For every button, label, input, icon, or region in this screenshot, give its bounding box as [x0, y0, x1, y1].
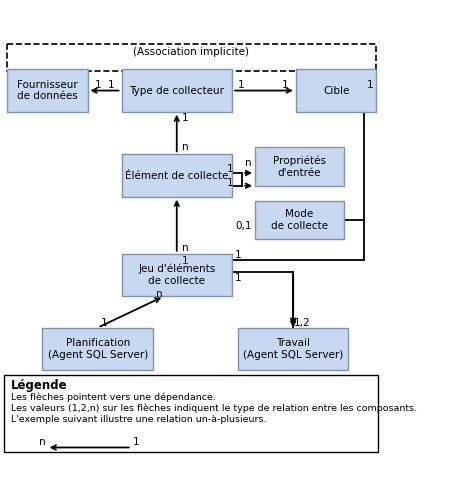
Text: Propriétés
d'entrée: Propriétés d'entrée	[273, 156, 326, 177]
Text: n: n	[156, 289, 162, 299]
Text: Les valeurs (1,2,n) sur les flèches indiquent le type de relation entre les comp: Les valeurs (1,2,n) sur les flèches indi…	[11, 404, 417, 413]
FancyBboxPatch shape	[238, 328, 349, 370]
FancyBboxPatch shape	[7, 70, 87, 112]
Text: (Association implicite): (Association implicite)	[133, 47, 249, 57]
Text: 0,1: 0,1	[235, 221, 252, 231]
Text: 1: 1	[366, 79, 373, 90]
Text: 1: 1	[235, 273, 241, 283]
Text: Travail
(Agent SQL Server): Travail (Agent SQL Server)	[243, 338, 343, 360]
FancyBboxPatch shape	[4, 375, 378, 452]
Text: Type de collecteur: Type de collecteur	[129, 86, 224, 96]
Text: 1: 1	[238, 79, 244, 90]
FancyBboxPatch shape	[255, 201, 344, 239]
Text: 1: 1	[101, 318, 107, 328]
Text: 1,2: 1,2	[293, 317, 310, 327]
Text: Élément de collecte: Élément de collecte	[125, 171, 229, 180]
Text: n: n	[182, 142, 189, 152]
Text: n: n	[39, 436, 46, 447]
Text: 1: 1	[94, 79, 101, 90]
FancyBboxPatch shape	[296, 70, 377, 112]
Text: 1: 1	[133, 436, 139, 447]
FancyBboxPatch shape	[42, 328, 153, 370]
Text: 1: 1	[182, 256, 189, 266]
Text: Les flèches pointent vers une dépendance.: Les flèches pointent vers une dépendance…	[11, 392, 216, 402]
Text: n: n	[245, 158, 252, 168]
Text: n: n	[182, 243, 189, 253]
Text: Légende: Légende	[11, 379, 68, 392]
Text: L'exemple suivant illustre une relation un-à-plusieurs.: L'exemple suivant illustre une relation …	[11, 415, 267, 424]
Text: Jeu d'éléments
de collecte: Jeu d'éléments de collecte	[138, 264, 216, 286]
FancyBboxPatch shape	[121, 70, 232, 112]
Text: Cible: Cible	[323, 86, 349, 96]
Text: 1: 1	[282, 79, 289, 90]
FancyBboxPatch shape	[255, 147, 344, 186]
FancyBboxPatch shape	[121, 254, 232, 296]
FancyBboxPatch shape	[121, 154, 232, 197]
Text: 1: 1	[235, 249, 241, 260]
Text: 1: 1	[227, 164, 234, 174]
Text: 1: 1	[227, 178, 234, 188]
Text: 1: 1	[182, 113, 189, 123]
Text: Mode
de collecte: Mode de collecte	[271, 210, 328, 231]
Text: Planification
(Agent SQL Server): Planification (Agent SQL Server)	[48, 338, 148, 360]
Text: Fournisseur
de données: Fournisseur de données	[17, 80, 78, 102]
Text: 1: 1	[108, 79, 115, 90]
